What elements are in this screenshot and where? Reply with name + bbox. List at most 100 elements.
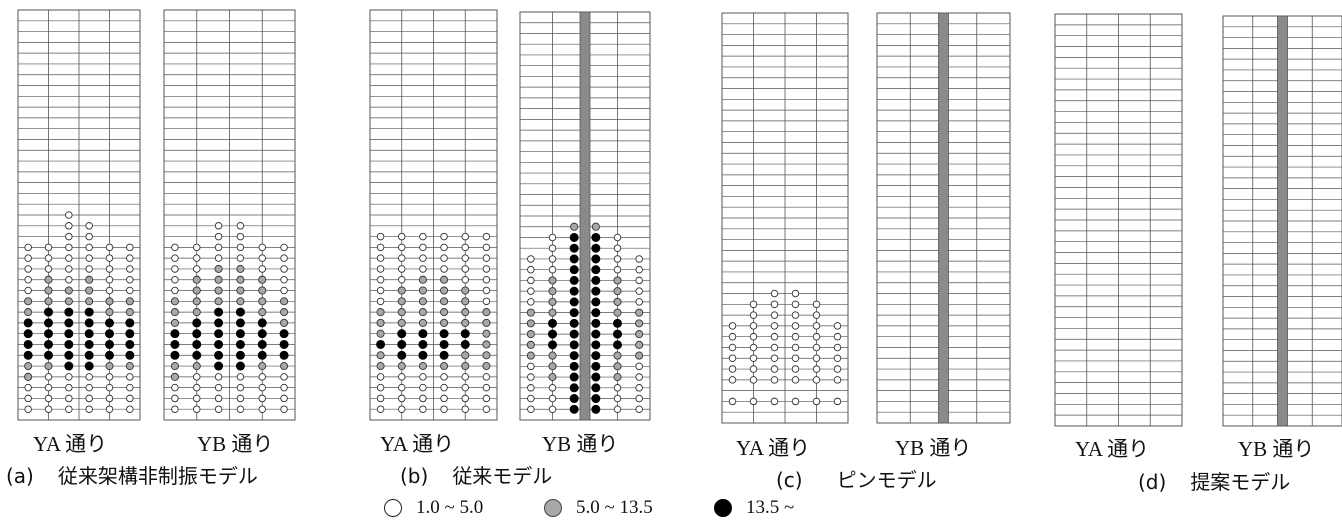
frame-label-c-yb: YB 通り bbox=[895, 436, 972, 460]
damper-strip bbox=[1277, 15, 1288, 427]
hinge-marker bbox=[612, 318, 622, 328]
hinge-marker bbox=[482, 351, 491, 360]
frame-label-a-ya: YA 通り bbox=[33, 432, 108, 456]
hinge-marker bbox=[591, 383, 601, 393]
hinge-marker bbox=[569, 361, 579, 371]
hinge-marker bbox=[569, 372, 579, 382]
hinge-marker bbox=[236, 394, 245, 403]
hinge-marker bbox=[258, 265, 267, 273]
hinge-marker bbox=[613, 394, 622, 403]
hinge-marker bbox=[613, 351, 622, 360]
hinge-marker bbox=[591, 297, 601, 307]
hinge-marker bbox=[440, 275, 449, 284]
hinge-marker bbox=[833, 343, 842, 352]
hinge-marker bbox=[482, 297, 491, 306]
hinge-marker bbox=[635, 373, 643, 381]
hinge-marker bbox=[635, 384, 643, 392]
hinge-marker bbox=[65, 243, 73, 252]
hinge-marker bbox=[812, 354, 821, 363]
hinge-marker bbox=[770, 300, 779, 309]
hinge-marker bbox=[170, 362, 179, 371]
caption-c-key: (c) bbox=[776, 468, 803, 492]
hinge-marker bbox=[635, 405, 643, 414]
hinge-marker bbox=[591, 243, 601, 253]
hinge-marker bbox=[569, 232, 579, 242]
hinge-marker bbox=[635, 276, 643, 285]
hinge-marker bbox=[548, 287, 557, 296]
hinge-marker bbox=[613, 373, 622, 382]
hinge-marker bbox=[258, 308, 267, 317]
hinge-marker bbox=[548, 394, 557, 403]
hinge-marker bbox=[214, 307, 224, 317]
hinge-marker bbox=[418, 318, 427, 327]
hinge-marker bbox=[418, 362, 427, 371]
hinge-marker bbox=[461, 351, 470, 360]
hinge-marker bbox=[192, 254, 201, 262]
hinge-marker bbox=[214, 254, 223, 262]
hinge-marker bbox=[612, 340, 622, 350]
hinge-marker bbox=[376, 243, 385, 252]
hinge-marker bbox=[418, 329, 428, 339]
hinge-marker bbox=[192, 297, 201, 306]
hinge-marker bbox=[192, 308, 201, 317]
hinge-marker bbox=[214, 373, 223, 381]
hinge-marker bbox=[569, 275, 579, 285]
hinge-marker bbox=[258, 297, 267, 306]
hinge-marker bbox=[398, 254, 406, 262]
hinge-marker bbox=[461, 232, 470, 241]
hinge-marker bbox=[613, 255, 622, 263]
hinge-marker bbox=[613, 297, 622, 306]
hinge-marker bbox=[398, 275, 406, 284]
hinge-marker bbox=[376, 405, 385, 413]
hinge-marker bbox=[812, 322, 821, 330]
hinge-marker bbox=[192, 286, 201, 295]
hinge-marker bbox=[569, 329, 579, 339]
hinge-marker bbox=[419, 373, 427, 381]
hinge-marker bbox=[24, 383, 32, 392]
hinge-marker bbox=[171, 383, 179, 392]
hinge-marker bbox=[527, 298, 535, 306]
hinge-marker bbox=[23, 329, 33, 339]
hinge-marker bbox=[482, 254, 491, 262]
hinge-marker bbox=[440, 362, 449, 371]
hinge-marker bbox=[398, 243, 406, 252]
hinge-marker bbox=[398, 265, 406, 273]
hinge-marker bbox=[65, 405, 73, 413]
hinge-marker bbox=[728, 322, 737, 330]
hinge-marker bbox=[171, 275, 179, 284]
hinge-marker bbox=[65, 394, 73, 403]
hinge-marker bbox=[526, 330, 535, 339]
hinge-marker bbox=[214, 318, 224, 328]
hinge-marker bbox=[376, 362, 385, 371]
hinge-marker bbox=[85, 222, 93, 230]
hinge-marker bbox=[548, 308, 557, 317]
hinge-marker bbox=[24, 308, 33, 317]
hinge-marker bbox=[23, 318, 33, 328]
hinge-marker bbox=[126, 394, 134, 403]
hinge-marker bbox=[548, 233, 557, 242]
hinge-marker bbox=[236, 405, 245, 413]
hinge-marker bbox=[43, 318, 53, 328]
hinge-marker bbox=[236, 297, 245, 306]
hinge-marker bbox=[105, 362, 114, 371]
hinge-marker bbox=[171, 243, 179, 252]
hinge-marker bbox=[419, 232, 427, 241]
hinge-marker bbox=[214, 329, 224, 339]
hinge-marker bbox=[527, 384, 535, 392]
hinge-marker bbox=[440, 243, 448, 252]
hinge-marker bbox=[527, 255, 535, 263]
hinge-marker bbox=[24, 362, 33, 371]
hinge-marker bbox=[591, 404, 601, 414]
hinge-marker bbox=[65, 232, 73, 241]
frame-label-a-yb: YB 通り bbox=[197, 432, 274, 456]
hinge-marker bbox=[214, 394, 223, 403]
hinge-marker bbox=[547, 318, 557, 328]
hinge-marker bbox=[258, 362, 267, 371]
hinge-marker bbox=[419, 405, 427, 413]
hinge-marker bbox=[482, 373, 491, 381]
hinge-marker bbox=[214, 275, 223, 284]
hinge-marker bbox=[214, 405, 223, 413]
hinge-marker bbox=[440, 318, 449, 327]
hinge-marker bbox=[591, 286, 601, 296]
